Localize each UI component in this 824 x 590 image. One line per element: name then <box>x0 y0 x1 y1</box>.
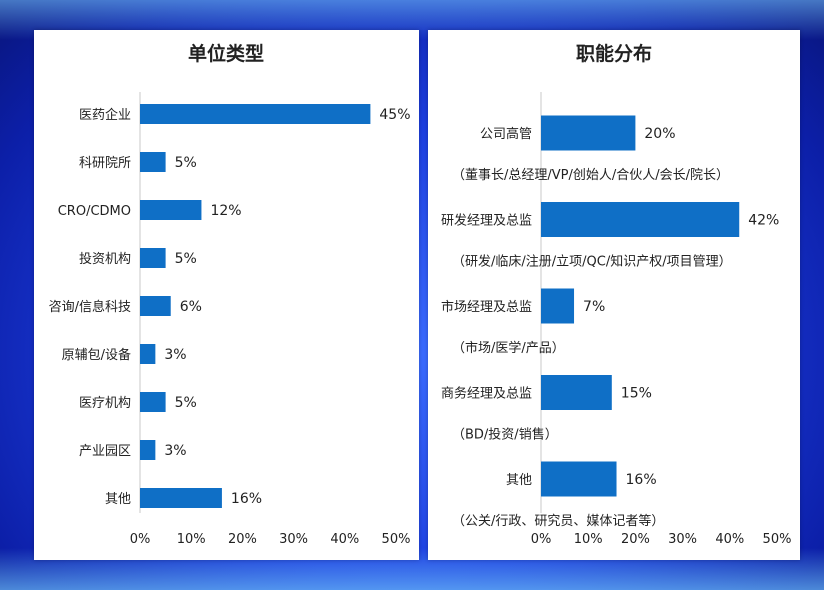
data-label: 15% <box>621 386 652 402</box>
x-tick-label: 20% <box>621 532 650 547</box>
x-tick-label: 0% <box>531 532 552 547</box>
bar <box>140 344 156 364</box>
bar <box>140 392 166 412</box>
data-label: 6% <box>180 299 202 315</box>
data-label: 5% <box>175 155 197 171</box>
category-note: （董事长/总经理/VP/创始人/合伙人/会长/院长） <box>452 168 729 183</box>
bar <box>140 296 171 316</box>
bar <box>140 248 166 268</box>
category-label: CRO/CDMO <box>58 204 131 219</box>
category-label: 市场经理及总监 <box>441 299 532 315</box>
category-label: 医疗机构 <box>79 396 131 411</box>
category-label: 其他 <box>105 492 131 507</box>
role-distribution-chart: 职能分布 0% 10% 20% 30% 40% 50% 公司高管 20% （董事长/总经理/VP… <box>441 42 792 547</box>
x-tick-label: 30% <box>668 532 697 547</box>
category-label: 其他 <box>506 473 532 488</box>
bar <box>140 152 166 172</box>
data-label: 3% <box>164 347 186 363</box>
category-label: 商务经理及总监 <box>441 386 532 402</box>
bar <box>541 202 740 237</box>
chart-title: 职能分布 <box>576 42 652 65</box>
bar <box>140 488 222 508</box>
data-label: 20% <box>644 126 675 142</box>
category-label: 科研院所 <box>79 156 131 171</box>
x-tick-label: 40% <box>330 532 359 547</box>
role-distribution-chart-panel: 职能分布 0% 10% 20% 30% 40% 50% 公司高管 20% （董事长/总经理/VP… <box>428 30 800 560</box>
category-note: （研发/临床/注册/立项/QC/知识产权/项目管理） <box>452 254 732 270</box>
data-label: 42% <box>748 213 779 229</box>
category-note: （公关/行政、研究员、媒体记者等） <box>452 513 664 529</box>
data-label: 12% <box>210 203 241 219</box>
bar <box>140 104 371 124</box>
unit-type-chart-panel: 单位类型 0% 10% 20% 30% 40% 50% 医药企业 45% 科研院所 5% CRO/C… <box>34 30 419 560</box>
category-label: 公司高管 <box>480 126 532 142</box>
x-tick-label: 20% <box>228 532 257 547</box>
bar <box>541 115 636 151</box>
x-tick-label: 50% <box>382 532 411 547</box>
category-label: 医药企业 <box>79 107 131 123</box>
chart-title: 单位类型 <box>188 42 264 65</box>
x-tick-label: 30% <box>279 532 308 547</box>
category-label: 原辅包/设备 <box>62 347 131 363</box>
data-label: 16% <box>626 472 657 488</box>
category-label: 咨询/信息科技 <box>49 299 131 315</box>
data-label: 45% <box>379 107 410 123</box>
category-label: 产业园区 <box>79 444 131 459</box>
category-label: 投资机构 <box>79 251 131 267</box>
data-label: 5% <box>175 251 197 267</box>
x-tick-label: 10% <box>177 532 206 547</box>
bar <box>541 461 617 497</box>
unit-type-chart: 单位类型 0% 10% 20% 30% 40% 50% 医药企业 45% 科研院所 5% CRO/C… <box>49 42 411 547</box>
bar <box>140 440 156 460</box>
x-tick-label: 40% <box>715 532 744 547</box>
bar <box>541 288 575 324</box>
category-label: 研发经理及总监 <box>441 213 532 229</box>
bar <box>140 200 202 220</box>
x-tick-label: 0% <box>130 532 151 547</box>
category-note: （市场/医学/产品） <box>452 340 565 356</box>
x-tick-label: 10% <box>574 532 603 547</box>
x-tick-label: 50% <box>763 532 792 547</box>
data-label: 3% <box>164 443 186 459</box>
bar <box>541 375 612 410</box>
data-label: 16% <box>231 491 262 507</box>
data-label: 7% <box>583 299 605 315</box>
category-note: （BD/投资/销售） <box>452 427 558 443</box>
data-label: 5% <box>175 395 197 411</box>
